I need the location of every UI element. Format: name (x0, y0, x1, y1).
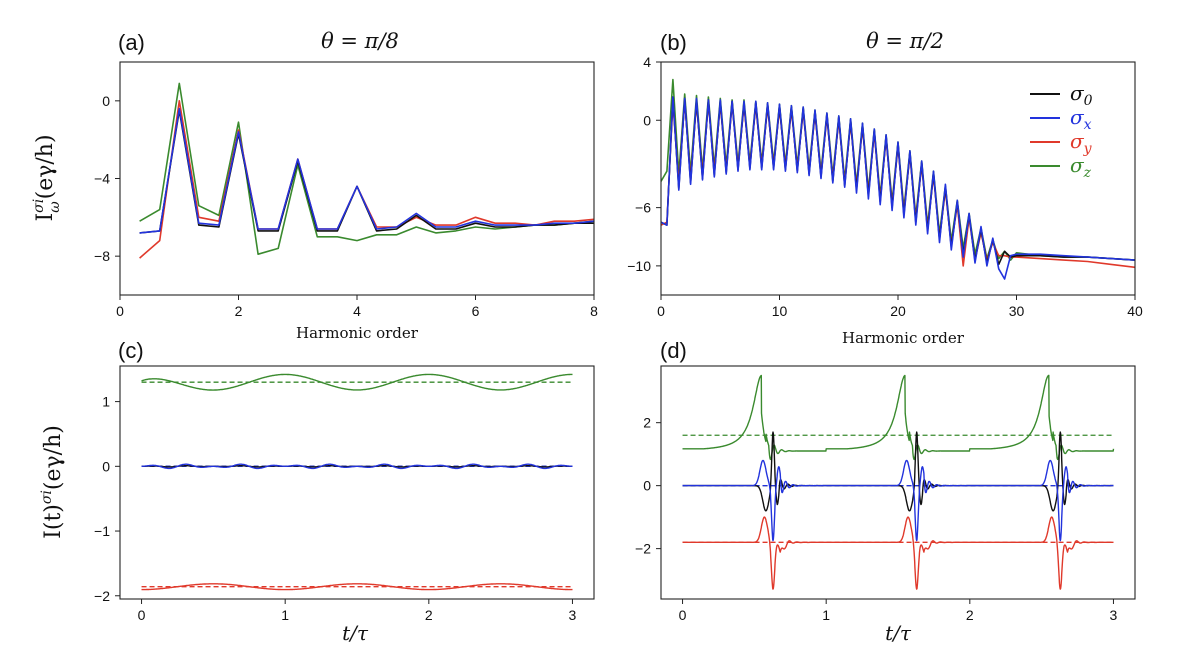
panel-d-frame (660, 365, 1136, 600)
panel-d-ytick-label: 0 (643, 478, 651, 494)
panel-d-series-sigmaz (682, 374, 1115, 461)
panel-b-series-sigma0 (660, 96, 1136, 266)
panel-d-xtick-label: 2 (966, 607, 974, 623)
panel-c: (c) 0 1 2 3 1 0 −1 −2 t/τ (94, 338, 595, 645)
panel-b-ytick-label: −6 (635, 200, 651, 216)
svg-text:t/τ: t/τ (342, 621, 369, 645)
panel-b-xtick-label: 40 (1127, 303, 1143, 319)
panel-d-label: (d) (660, 338, 687, 363)
panel-a-xtick-label: 2 (235, 303, 243, 319)
panel-a-title: θ = π/8 (321, 29, 399, 53)
panel-c-ytick-label: 0 (102, 458, 110, 474)
legend-label-sigmaz: σz (1070, 153, 1092, 181)
legend-label-sigma0: σ0 (1070, 81, 1093, 109)
panel-d-ytick-label: −2 (635, 541, 651, 557)
bottom-ylabel: I(t)σi(eγ/h) (39, 425, 66, 539)
panel-a-ytick-label: −8 (94, 248, 110, 264)
panel-d: (d) 0 1 2 3 2 0 −2 t/τ (635, 338, 1136, 645)
panel-c-series-sigmax (141, 463, 573, 470)
panel-a-xtick-label: 0 (116, 303, 124, 319)
panel-c-xtick-label: 3 (569, 607, 577, 623)
panel-b-title: θ = π/2 (866, 29, 944, 53)
panel-a-ytick-label: −4 (94, 171, 110, 187)
panel-c-ytick-label: −1 (94, 523, 110, 539)
panel-d-xtick-label: 1 (822, 607, 830, 623)
panel-b-xtick-label: 20 (890, 303, 906, 319)
panel-c-frame (119, 365, 595, 600)
panel-a-ytick-label: 0 (102, 93, 110, 109)
top-ylabel: Iσiω(eγ/h) (31, 134, 63, 221)
legend-label-sigmax: σx (1070, 105, 1092, 133)
panel-c-xtick-label: 0 (138, 607, 146, 623)
panel-d-series-sigmay (682, 516, 1114, 590)
panel-a: (a) θ = π/8 0 2 4 6 8 0 −4 −8 Harmonic order (94, 29, 598, 342)
panel-c-xtick-label: 2 (425, 607, 433, 623)
panel-c-xlabel: t/τ (342, 621, 369, 645)
panel-a-label: (a) (118, 30, 145, 55)
panel-b-xlabel: Harmonic order (842, 329, 965, 347)
panel-a-xtick-label: 4 (353, 303, 361, 319)
panel-b-ytick-label: 4 (643, 54, 651, 70)
panel-b-xtick-label: 30 (1009, 303, 1025, 319)
panel-b-ytick-label: −10 (627, 258, 651, 274)
panel-c-xtick-label: 1 (281, 607, 289, 623)
panel-c-series-sigmay (141, 583, 573, 591)
panel-d-ytick-label: 2 (643, 415, 651, 431)
panel-b-series-sigmax (660, 96, 1136, 280)
panel-a-xlabel: Harmonic order (296, 324, 419, 342)
panel-a-xtick-label: 6 (472, 303, 480, 319)
panel-b-label: (b) (660, 30, 687, 55)
panel-a-series-sigmay (139, 100, 595, 259)
bottom-ylabel-text: I(t)σi(eγ/h) (39, 425, 66, 539)
panel-b-series-sigmay (660, 100, 1136, 269)
panel-c-ytick-label: −2 (94, 588, 110, 604)
panel-d-xtick-label: 0 (679, 607, 687, 623)
legend-label-sigmay: σy (1070, 129, 1093, 157)
panel-a-series-sigmax (139, 107, 595, 234)
panel-c-series-sigmaz (141, 373, 573, 391)
panel-b-xtick-label: 0 (657, 303, 665, 319)
panel-d-xtick-label: 3 (1110, 607, 1118, 623)
panel-b-xtick-label: 10 (772, 303, 788, 319)
panel-d-xlabel: t/τ (885, 621, 912, 645)
panel-c-label: (c) (118, 338, 144, 363)
panel-a-xtick-label: 8 (590, 303, 598, 319)
top-ylabel-text: Iσiω(eγ/h) (31, 134, 63, 221)
panel-d-series-sigma0 (682, 431, 1114, 512)
panel-d-series-sigmax (682, 459, 1114, 542)
panel-b-ytick-label: 0 (643, 112, 651, 128)
panel-a-series-sigmaz (139, 82, 595, 255)
panel-a-series-sigma0 (139, 109, 594, 234)
svg-text:t/τ: t/τ (885, 621, 912, 645)
panel-c-ytick-label: 1 (102, 394, 110, 410)
